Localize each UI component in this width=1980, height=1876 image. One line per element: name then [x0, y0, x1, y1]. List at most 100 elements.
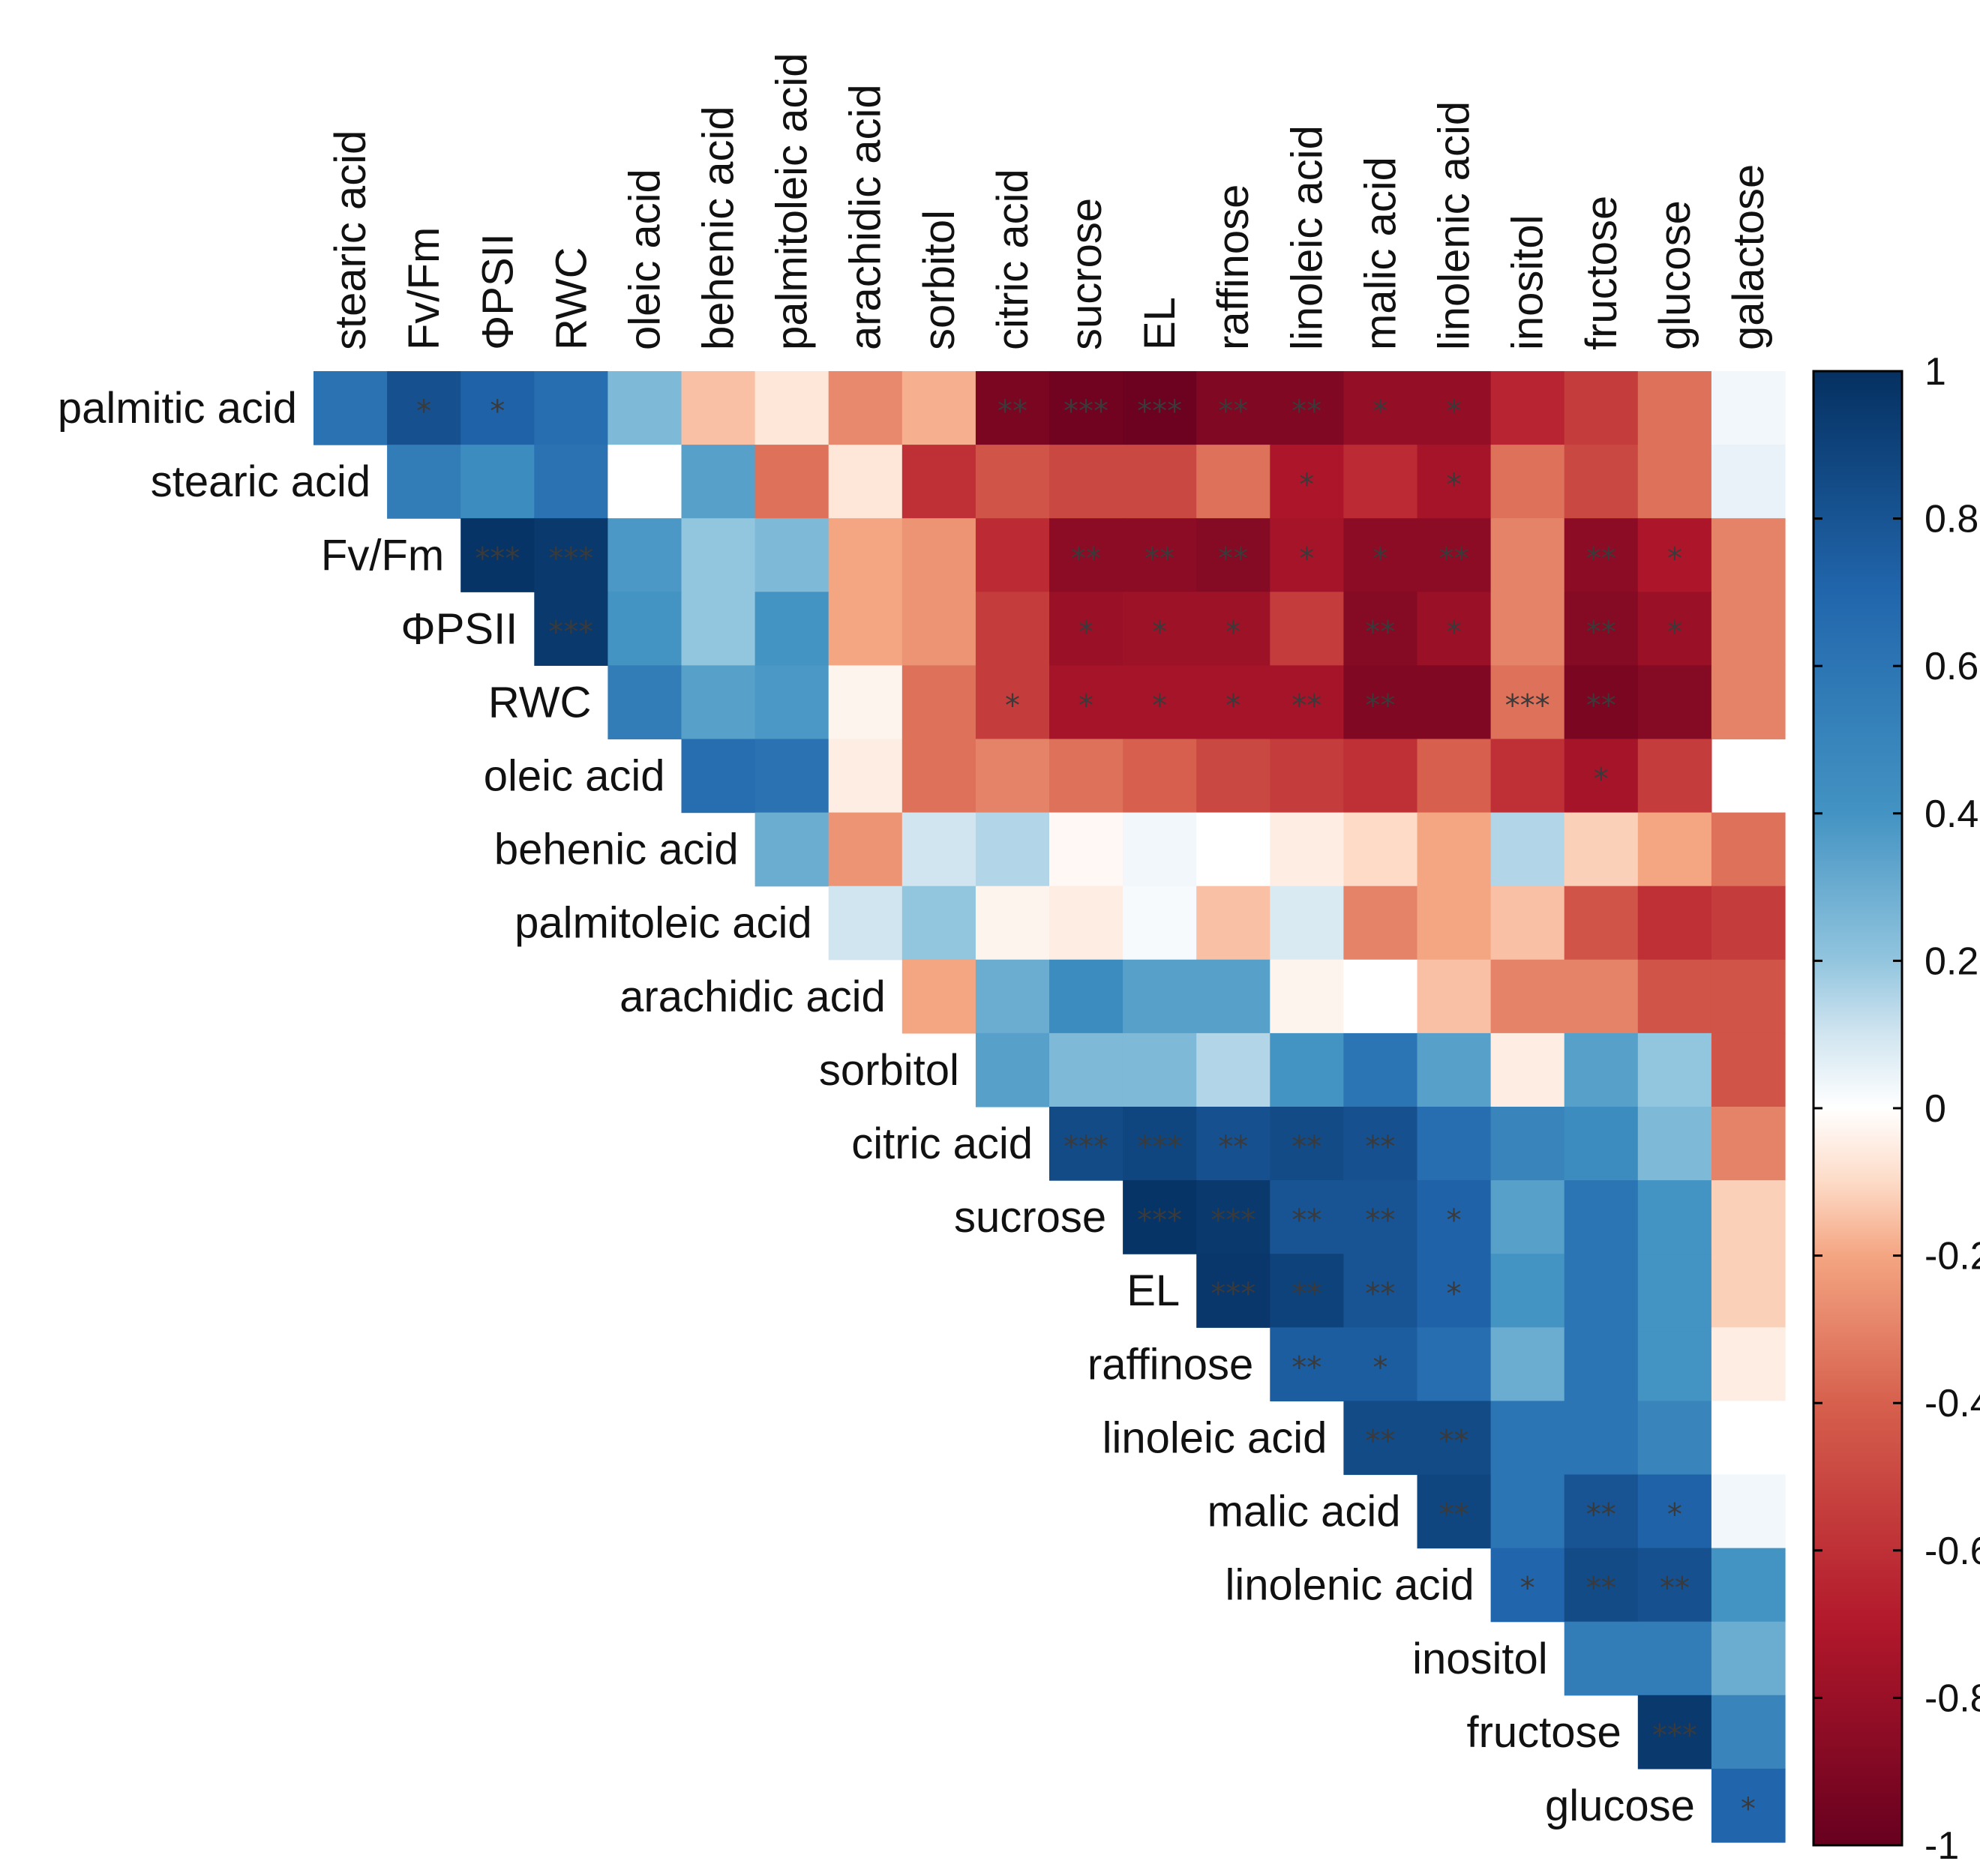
- row-label: palmitic acid: [58, 384, 297, 433]
- heatmap-cell: [1564, 371, 1639, 445]
- significance-mark: *: [1741, 1792, 1756, 1827]
- colorbar-tick-label: -0.8: [1924, 1677, 1980, 1720]
- heatmap-cell: [1564, 1032, 1639, 1107]
- heatmap-cell: [681, 739, 756, 814]
- significance-mark: **: [1365, 615, 1395, 649]
- column-label: inositol: [1504, 214, 1552, 350]
- heatmap-cell: [1343, 445, 1418, 519]
- significance-mark: *: [1667, 1498, 1682, 1533]
- heatmap-cell: [1049, 518, 1124, 592]
- heatmap-cell: [1270, 518, 1344, 592]
- significance-mark: ***: [548, 615, 593, 649]
- heatmap-cell: [1564, 1401, 1639, 1476]
- heatmap-cell: [1270, 812, 1344, 887]
- heatmap-cell: [1490, 1401, 1565, 1476]
- heatmap-cell: [1711, 1327, 1786, 1401]
- heatmap-cell: [1711, 592, 1786, 666]
- significance-mark: **: [1218, 394, 1248, 429]
- heatmap-cell: [754, 739, 830, 814]
- significance-mark: ***: [1210, 1277, 1256, 1311]
- heatmap-cell: [754, 665, 830, 740]
- row-label: linoleic acid: [1102, 1413, 1328, 1462]
- heatmap-cell: [1711, 371, 1786, 445]
- significance-mark: **: [1365, 1203, 1395, 1238]
- heatmap-cell: [1564, 518, 1639, 592]
- heatmap-cell: [1417, 665, 1492, 740]
- row-label: behenic acid: [494, 826, 739, 874]
- significance-mark: **: [1586, 688, 1616, 723]
- heatmap-cell: [1417, 1180, 1492, 1254]
- heatmap-cell: [1490, 1254, 1565, 1328]
- row-label: RWC: [488, 678, 591, 727]
- heatmap-cell: [681, 371, 756, 445]
- column-label: raffinose: [1209, 184, 1258, 350]
- heatmap-cell: [975, 445, 1050, 519]
- heatmap-cell: [1196, 665, 1270, 740]
- heatmap-cell: [1564, 1548, 1639, 1623]
- heatmap-cell: [1123, 1032, 1197, 1107]
- heatmap-cell: [1343, 739, 1418, 814]
- significance-mark: ***: [1137, 1203, 1182, 1238]
- colorbar-tick-label: -0.4: [1924, 1382, 1980, 1425]
- heatmap-cell: [1123, 518, 1197, 592]
- column-label: behenic acid: [694, 106, 743, 350]
- column-label: EL: [1136, 297, 1184, 350]
- column-label: arachidic acid: [842, 84, 890, 350]
- column-label: palmitoleic acid: [768, 52, 817, 350]
- heatmap-cell: [1564, 1180, 1639, 1254]
- significance-mark: *: [1594, 763, 1609, 797]
- significance-mark: *: [1520, 1572, 1535, 1606]
- heatmap-cell: [1490, 592, 1565, 666]
- column-label: oleic acid: [620, 169, 669, 350]
- significance-mark: **: [1292, 1277, 1322, 1311]
- column-label: glucose: [1651, 200, 1700, 350]
- heatmap-cell: [1711, 1107, 1786, 1181]
- heatmap-cell: [1711, 1032, 1786, 1107]
- heatmap-cell: [754, 518, 830, 592]
- heatmap-cell: [1564, 812, 1639, 887]
- heatmap-cell: [534, 445, 608, 519]
- row-label: raffinose: [1088, 1340, 1253, 1389]
- colorbar-tick-label: 0: [1924, 1087, 1946, 1131]
- heatmap-cell: [1343, 1327, 1418, 1401]
- column-label: sucrose: [1062, 198, 1111, 350]
- heatmap-cell: [1711, 1621, 1786, 1696]
- heatmap-cell: [1637, 592, 1712, 666]
- row-label: glucose: [1545, 1782, 1695, 1830]
- heatmap-cell: [1417, 1032, 1492, 1107]
- heatmap-cell: [1490, 1032, 1565, 1107]
- significance-mark: **: [1439, 1498, 1469, 1533]
- significance-mark: ***: [1064, 1130, 1108, 1164]
- significance-mark: ***: [1652, 1719, 1697, 1753]
- heatmap-cell: [1343, 592, 1418, 666]
- heatmap-cell: [902, 371, 976, 445]
- heatmap-cell: [460, 445, 535, 519]
- heatmap-cell: [1564, 592, 1639, 666]
- significance-mark: *: [1226, 615, 1240, 649]
- heatmap-cell: [1196, 371, 1270, 445]
- heatmap-cell: [1564, 886, 1639, 960]
- heatmap-cell: [1564, 1327, 1639, 1401]
- heatmap-cell: [1711, 1474, 1786, 1549]
- heatmap-cell: [608, 592, 682, 666]
- colorbar-gradient: [1812, 370, 1904, 1847]
- heatmap-cell: [975, 518, 1050, 592]
- colorbar-tick-label: 0.4: [1924, 793, 1978, 836]
- significance-mark: **: [1439, 1424, 1469, 1458]
- heatmap-cell: [608, 371, 682, 445]
- heatmap-cell: [1270, 1254, 1344, 1328]
- row-label: citric acid: [851, 1119, 1033, 1168]
- heatmap-cell: [1490, 1474, 1565, 1549]
- significance-mark: **: [1365, 1277, 1395, 1311]
- heatmap-cell: [1270, 665, 1344, 740]
- significance-mark: *: [1152, 688, 1167, 723]
- significance-mark: ***: [548, 541, 593, 576]
- row-label: sucrose: [954, 1193, 1106, 1242]
- heatmap-cell: [1490, 1180, 1565, 1254]
- heatmap-cell: [902, 518, 976, 592]
- heatmap-cell: [1196, 518, 1270, 592]
- heatmap-cell: [975, 959, 1050, 1034]
- heatmap-cell: [902, 445, 976, 519]
- heatmap-cell: [1343, 959, 1418, 1034]
